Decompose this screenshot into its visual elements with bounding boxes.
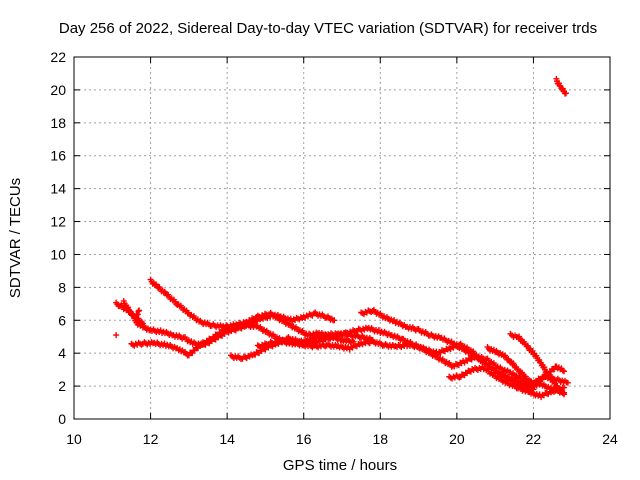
data-point [561, 384, 568, 391]
x-tick-label: 18 [372, 431, 388, 447]
y-tick-label: 14 [50, 181, 66, 197]
series-isolated [113, 332, 120, 339]
y-tick-label: 22 [50, 49, 66, 65]
x-tick-label: 14 [219, 431, 235, 447]
y-tick-label: 6 [58, 312, 66, 328]
y-tick-label: 8 [58, 279, 66, 295]
series-track-l [553, 75, 569, 97]
data-point [559, 367, 566, 374]
y-tick-label: 12 [50, 214, 66, 230]
grid-lines [74, 57, 610, 419]
y-tick-label: 10 [50, 246, 66, 262]
data-points [113, 75, 571, 401]
y-tick-label: 18 [50, 115, 66, 131]
series-track-i [446, 363, 568, 401]
data-point [502, 379, 509, 386]
y-axis-label: SDTVAR / TECUs [7, 178, 24, 298]
series-track-g [254, 337, 571, 387]
x-tick-label: 10 [66, 431, 82, 447]
series-track-h [358, 306, 537, 393]
series-track-k [507, 330, 568, 398]
data-point [551, 366, 558, 373]
chart-title: Day 256 of 2022, Sidereal Day-to-day VTE… [59, 20, 597, 37]
data-point [561, 391, 568, 398]
x-tick-label: 24 [602, 431, 618, 447]
data-point [113, 332, 120, 339]
x-axis-label: GPS time / hours [283, 457, 397, 474]
data-point [196, 318, 203, 325]
y-tick-label: 20 [50, 82, 66, 98]
y-axis-ticks: 0 2 4 6 8 10 12 14 16 18 20 22 [50, 49, 610, 427]
series-track-e [147, 276, 338, 331]
plot-frame [73, 56, 611, 420]
x-axis-ticks: 10 12 14 16 18 20 22 24 [66, 57, 618, 447]
x-tick-label: 16 [296, 431, 312, 447]
data-point [561, 368, 568, 375]
x-tick-label: 22 [526, 431, 542, 447]
data-point [560, 390, 567, 397]
y-tick-label: 0 [58, 411, 66, 427]
data-point [562, 90, 569, 97]
data-point [136, 307, 143, 314]
data-point [564, 379, 571, 386]
y-tick-label: 2 [58, 378, 66, 394]
data-point [195, 345, 202, 352]
y-tick-label: 16 [50, 148, 66, 164]
data-point [331, 317, 338, 324]
x-tick-label: 12 [143, 431, 159, 447]
data-point [184, 309, 191, 316]
x-tick-label: 20 [449, 431, 465, 447]
y-tick-label: 4 [58, 345, 66, 361]
